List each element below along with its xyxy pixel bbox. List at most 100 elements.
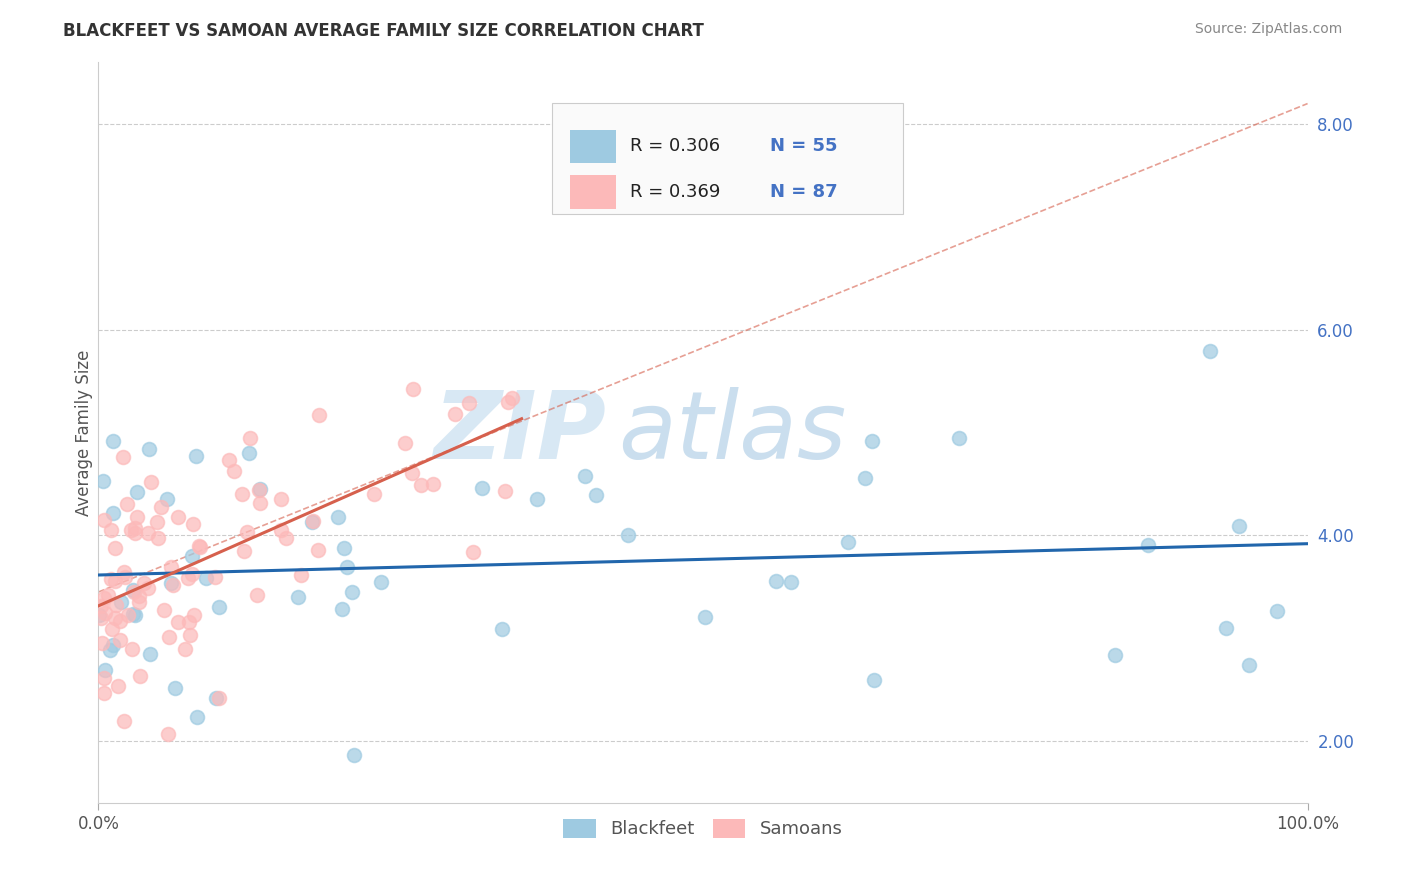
Point: [100, 523, 122, 537]
Point: [695, 609, 717, 624]
Point: [114, 570, 136, 584]
Point: [336, 560, 359, 574]
Point: [166, 615, 188, 630]
Point: [136, 582, 159, 596]
Point: [270, 523, 292, 537]
Point: [270, 492, 292, 507]
Point: [103, 638, 125, 652]
Point: [394, 435, 416, 450]
Point: [112, 565, 135, 579]
Y-axis label: Average Family Size: Average Family Size: [75, 350, 93, 516]
Point: [93, 513, 115, 527]
Text: R = 0.306: R = 0.306: [630, 137, 721, 155]
Point: [187, 539, 209, 553]
Point: [93, 671, 115, 685]
Point: [173, 642, 195, 657]
Point: [401, 467, 423, 481]
Point: [124, 521, 146, 535]
Text: atlas: atlas: [619, 387, 846, 478]
Point: [218, 453, 240, 467]
Point: [145, 515, 167, 529]
Point: [122, 585, 145, 599]
Text: N = 87: N = 87: [769, 183, 837, 201]
Point: [121, 641, 143, 656]
Point: [1237, 657, 1260, 672]
Point: [127, 484, 149, 499]
Point: [863, 673, 886, 688]
Point: [224, 464, 246, 478]
Bar: [569, 175, 616, 209]
Point: [184, 449, 207, 463]
Text: BLACKFEET VS SAMOAN AVERAGE FAMILY SIZE CORRELATION CHART: BLACKFEET VS SAMOAN AVERAGE FAMILY SIZE …: [63, 22, 704, 40]
Point: [179, 615, 201, 629]
Point: [208, 599, 231, 614]
Point: [122, 607, 145, 621]
Point: [105, 598, 128, 612]
Point: [1104, 648, 1126, 663]
Point: [494, 483, 516, 498]
Point: [463, 545, 485, 559]
Point: [491, 623, 513, 637]
Point: [330, 602, 353, 616]
Point: [134, 575, 156, 590]
Point: [343, 747, 366, 762]
Point: [526, 491, 548, 506]
Point: [129, 669, 152, 683]
Point: [363, 487, 385, 501]
Point: [128, 589, 150, 603]
Point: [101, 506, 124, 520]
Point: [107, 679, 129, 693]
Point: [162, 578, 184, 592]
Point: [443, 407, 465, 421]
Point: [765, 574, 787, 588]
Point: [125, 510, 148, 524]
Point: [422, 477, 444, 491]
Point: [179, 627, 201, 641]
Point: [195, 571, 218, 585]
Legend: Blackfeet, Samoans: Blackfeet, Samoans: [557, 812, 849, 846]
Point: [89, 607, 111, 622]
Point: [157, 727, 180, 741]
Point: [458, 396, 481, 410]
Point: [585, 488, 607, 502]
Point: [93, 607, 115, 621]
Point: [90, 636, 112, 650]
Point: [90, 611, 112, 625]
Point: [93, 591, 115, 605]
Point: [780, 575, 803, 590]
Point: [496, 395, 519, 409]
Point: [146, 531, 169, 545]
Point: [108, 632, 131, 647]
Point: [112, 714, 135, 728]
Point: [97, 588, 120, 602]
Point: [122, 582, 145, 597]
Point: [100, 572, 122, 586]
Point: [128, 595, 150, 609]
Point: [101, 622, 124, 636]
Point: [108, 614, 131, 628]
Point: [183, 607, 205, 622]
Point: [301, 515, 323, 529]
Point: [204, 570, 226, 584]
Point: [157, 630, 180, 644]
Point: [93, 686, 115, 700]
Point: [91, 474, 114, 488]
Point: [117, 607, 139, 622]
Point: [502, 392, 524, 406]
Point: [239, 431, 262, 445]
Text: N = 55: N = 55: [769, 137, 837, 155]
Point: [181, 516, 204, 531]
Point: [104, 541, 127, 556]
Point: [98, 643, 121, 657]
Point: [238, 446, 260, 460]
Point: [115, 497, 138, 511]
Point: [90, 599, 112, 613]
Point: [138, 525, 160, 540]
Point: [402, 382, 425, 396]
Text: ZIP: ZIP: [433, 386, 606, 479]
Point: [177, 571, 200, 585]
Point: [411, 478, 433, 492]
Point: [236, 524, 259, 539]
Point: [160, 560, 183, 574]
Point: [181, 549, 204, 564]
